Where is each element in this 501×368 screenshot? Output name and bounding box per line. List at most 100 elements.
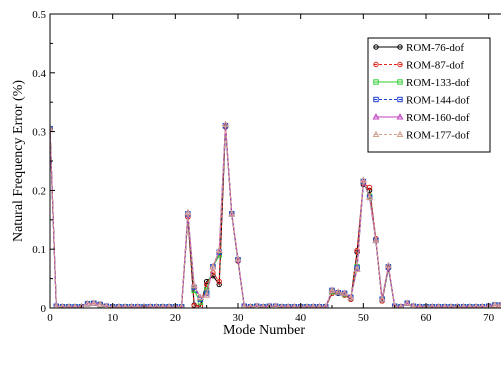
series-rom-177-dof-point (260, 302, 266, 308)
series-rom-177-dof-point (304, 302, 310, 308)
series-rom-177-dof-point (384, 261, 392, 269)
series-rom-177-dof-point (128, 302, 135, 308)
legend-rom-133-dof-point (397, 79, 403, 85)
legend-label: ROM-87-dof (406, 60, 464, 72)
series-rom-87-dof-point (216, 278, 222, 285)
series-rom-177-dof-point (328, 286, 336, 293)
legend-label: ROM-133-dof (406, 77, 470, 89)
series-rom-177-dof-point (122, 302, 128, 308)
series-rom-177-dof-point (372, 236, 380, 243)
legend-rom-87-dof-point (373, 61, 379, 68)
legend-box (367, 37, 491, 153)
series-rom-177-dof-point (50, 124, 54, 132)
series-rom-177-dof-point (78, 302, 85, 308)
series-rom-177-dof-point (442, 302, 448, 308)
legend-rom-177-dof-point (396, 130, 404, 137)
series-rom-177-dof-point (285, 302, 291, 308)
series-rom-177-dof-point (279, 302, 285, 308)
series-rom-177-dof-point (467, 302, 473, 308)
series-rom-177-dof-point (203, 291, 211, 298)
series-rom-177-dof-point (141, 302, 147, 308)
legend-rom-144-dof-point (397, 96, 403, 103)
y-tick-label: 0.1 (32, 244, 46, 256)
series-rom-177-dof-point (460, 302, 467, 308)
series-rom-177-dof-point (353, 265, 361, 272)
series-rom-177-dof-point (323, 302, 329, 308)
series-rom-177-dof-point (266, 302, 273, 308)
series-rom-177-dof-point (190, 281, 198, 289)
x-tick-label: 60 (421, 312, 433, 324)
series-line-rom-87-dof (50, 125, 501, 308)
series-line-rom-177-dof (50, 124, 501, 308)
series-rom-177-dof-point (291, 302, 298, 308)
series-rom-177-dof-point (184, 208, 192, 216)
series-rom-177-dof-point (209, 262, 217, 270)
legend-rom-76-dof-point (373, 44, 379, 50)
series-rom-177-dof-point (341, 289, 348, 296)
series-rom-177-dof-point (196, 293, 204, 300)
series-rom-177-dof-point (485, 302, 492, 308)
series-rom-177-dof-point (72, 302, 78, 308)
series-line-rom-133-dof (50, 125, 501, 308)
series-rom-177-dof-point (366, 193, 374, 200)
series-rom-177-dof-point (403, 299, 411, 306)
series-rom-87-dof-point (354, 247, 360, 254)
series-rom-177-dof-point (215, 246, 223, 253)
x-tick-label: 70 (483, 312, 495, 324)
y-axis-label: Natural Frequency Error (%) (11, 80, 26, 242)
legend-rom-76-dof-point (397, 44, 403, 50)
series-rom-177-dof-point (347, 293, 355, 300)
series-rom-177-dof-point (448, 302, 454, 308)
y-tick-label: 0.3 (32, 127, 46, 139)
series-rom-177-dof-point (234, 255, 242, 262)
series-rom-177-dof-point (59, 302, 66, 308)
series-rom-177-dof-point (109, 302, 116, 308)
legend-label: ROM-76-dof (406, 42, 464, 54)
series-rom-177-dof-point (53, 302, 60, 308)
x-tick-label: 0 (47, 312, 53, 324)
series-rom-177-dof-point (473, 302, 479, 308)
legend-rom-160-dof-point (372, 113, 380, 120)
x-tick-label: 10 (107, 312, 119, 324)
series-rom-177-dof-point (135, 302, 141, 308)
series-rom-177-dof-point (429, 302, 435, 308)
series-rom-177-dof-point (116, 302, 122, 308)
series-rom-177-dof-point (391, 302, 398, 308)
series-rom-177-dof-point (272, 302, 279, 308)
x-tick-label: 20 (170, 312, 182, 324)
series-rom-177-dof-point (454, 302, 461, 308)
series-rom-177-dof-point (410, 302, 417, 308)
series-rom-177-dof-point (497, 301, 501, 308)
series-rom-177-dof-point (172, 302, 179, 308)
x-tick-label: 30 (233, 312, 245, 324)
series-rom-177-dof-point (398, 302, 404, 308)
series-rom-177-dof-point (241, 302, 248, 308)
series-rom-177-dof-point (435, 302, 442, 308)
series-rom-177-dof-point (247, 302, 254, 308)
series-rom-87-dof-point (366, 184, 373, 191)
legend-rom-144-dof-point (373, 96, 379, 103)
series-rom-177-dof-point (153, 302, 160, 308)
series-rom-144-dof-point (50, 125, 53, 132)
y-tick-label: 0.2 (32, 185, 46, 197)
legend-label: ROM-160-dof (406, 112, 470, 124)
series-rom-133-dof-point (197, 299, 204, 305)
series-rom-177-dof-point (378, 295, 386, 302)
series-rom-177-dof-point (103, 302, 110, 308)
x-tick-label: 40 (295, 312, 307, 324)
series-rom-177-dof-point (310, 302, 316, 308)
legend-rom-133-dof-point (373, 79, 379, 85)
series-rom-177-dof-point (84, 300, 92, 307)
series-rom-177-dof-point (222, 120, 229, 128)
series-rom-177-dof-point (90, 299, 98, 306)
series-rom-177-dof-point (66, 302, 72, 308)
x-axis-label: Mode Number (223, 323, 305, 338)
series-rom-177-dof-point (359, 176, 367, 183)
y-tick-label: 0.5 (32, 9, 46, 21)
legend-rom-177-dof-point (372, 130, 380, 137)
series-rom-177-dof-point (96, 300, 104, 307)
series-rom-87-dof-point (210, 270, 216, 276)
series-line-rom-144-dof (50, 125, 501, 308)
series-rom-177-dof (50, 120, 501, 308)
